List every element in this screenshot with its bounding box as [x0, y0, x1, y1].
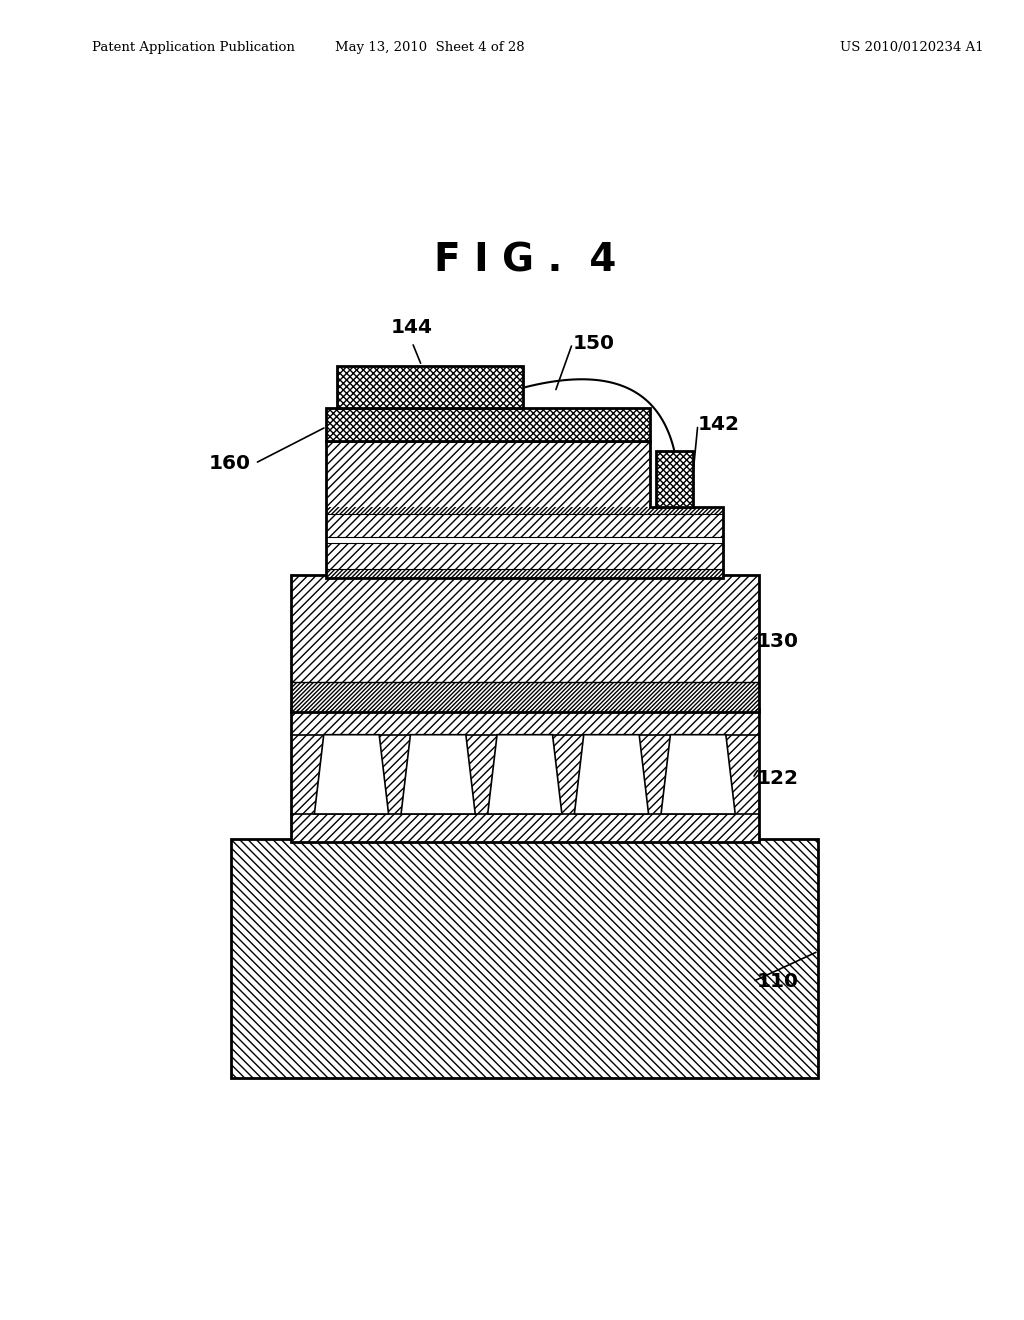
Bar [327, 408, 650, 441]
Bar [327, 569, 723, 578]
Polygon shape [487, 735, 562, 814]
Bar [327, 507, 723, 515]
Bar [231, 840, 818, 1078]
Bar [291, 682, 759, 713]
Bar [327, 543, 723, 569]
Bar [327, 515, 723, 537]
Bar [291, 576, 759, 682]
Text: Patent Application Publication: Patent Application Publication [92, 41, 295, 54]
Bar [327, 515, 723, 537]
Bar [231, 840, 818, 1078]
Bar [291, 576, 759, 682]
Bar [327, 507, 723, 515]
Text: 142: 142 [697, 416, 739, 434]
Polygon shape [662, 735, 735, 814]
Polygon shape [314, 735, 388, 814]
Text: 130: 130 [757, 632, 799, 651]
Bar [291, 709, 759, 842]
Text: 122: 122 [757, 770, 799, 788]
Bar [337, 366, 523, 408]
Bar [337, 366, 523, 408]
Bar [327, 441, 650, 507]
Text: F I G .  4: F I G . 4 [433, 242, 616, 279]
Text: 150: 150 [572, 334, 614, 352]
Bar [327, 543, 723, 569]
Bar [291, 709, 759, 842]
Bar [291, 576, 759, 713]
Bar [655, 451, 693, 507]
Text: 110: 110 [757, 973, 799, 991]
Bar [327, 408, 650, 441]
Bar [655, 451, 693, 507]
Bar [291, 682, 759, 713]
Text: 160: 160 [209, 454, 251, 473]
Bar [327, 537, 723, 543]
Text: US 2010/0120234 A1: US 2010/0120234 A1 [840, 41, 983, 54]
Bar [327, 441, 650, 507]
Bar [327, 569, 723, 578]
Polygon shape [574, 735, 648, 814]
Polygon shape [401, 735, 475, 814]
Text: 144: 144 [391, 318, 433, 338]
Text: May 13, 2010  Sheet 4 of 28: May 13, 2010 Sheet 4 of 28 [335, 41, 525, 54]
